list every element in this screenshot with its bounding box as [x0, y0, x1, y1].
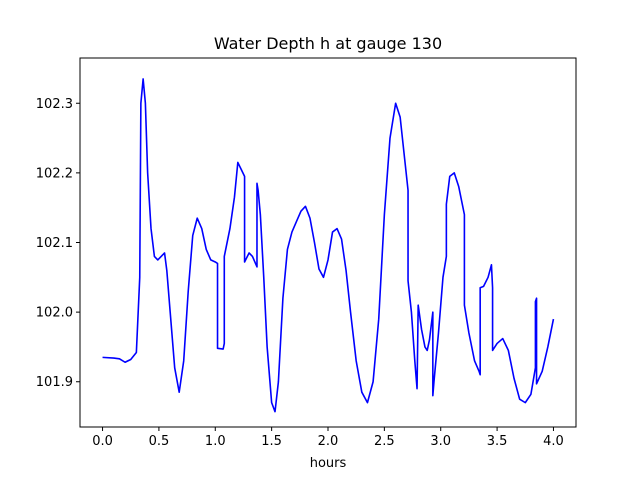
y-axis: 101.9 102.0 102.1 102.2 102.3 — [36, 97, 80, 390]
x-tick-label: 0.0 — [92, 434, 113, 449]
x-tick-label: 1.5 — [261, 434, 282, 449]
plot-area-frame — [79, 57, 577, 428]
x-axis: 0.0 0.5 1.0 1.5 2.0 2.5 3.0 3.5 4.0 — [92, 427, 564, 449]
x-tick-label: 0.5 — [149, 434, 170, 449]
y-tick-label: 102.0 — [36, 306, 73, 321]
x-axis-label: hours — [310, 456, 347, 471]
x-tick-label: 4.0 — [543, 434, 564, 449]
x-tick-label: 3.5 — [487, 434, 508, 449]
x-tick-label: 1.0 — [205, 434, 226, 449]
x-tick-label: 2.5 — [374, 434, 395, 449]
chart-title: Water Depth h at gauge 130 — [214, 34, 442, 53]
y-tick-label: 102.1 — [36, 236, 73, 251]
series-line-0 — [102, 78, 555, 413]
y-tick-label: 101.9 — [36, 375, 73, 390]
y-tick-label: 102.3 — [36, 97, 73, 112]
x-tick-label: 3.0 — [430, 434, 451, 449]
series-layer — [102, 78, 555, 413]
y-tick-label: 102.2 — [36, 166, 73, 181]
x-tick-label: 2.0 — [318, 434, 339, 449]
